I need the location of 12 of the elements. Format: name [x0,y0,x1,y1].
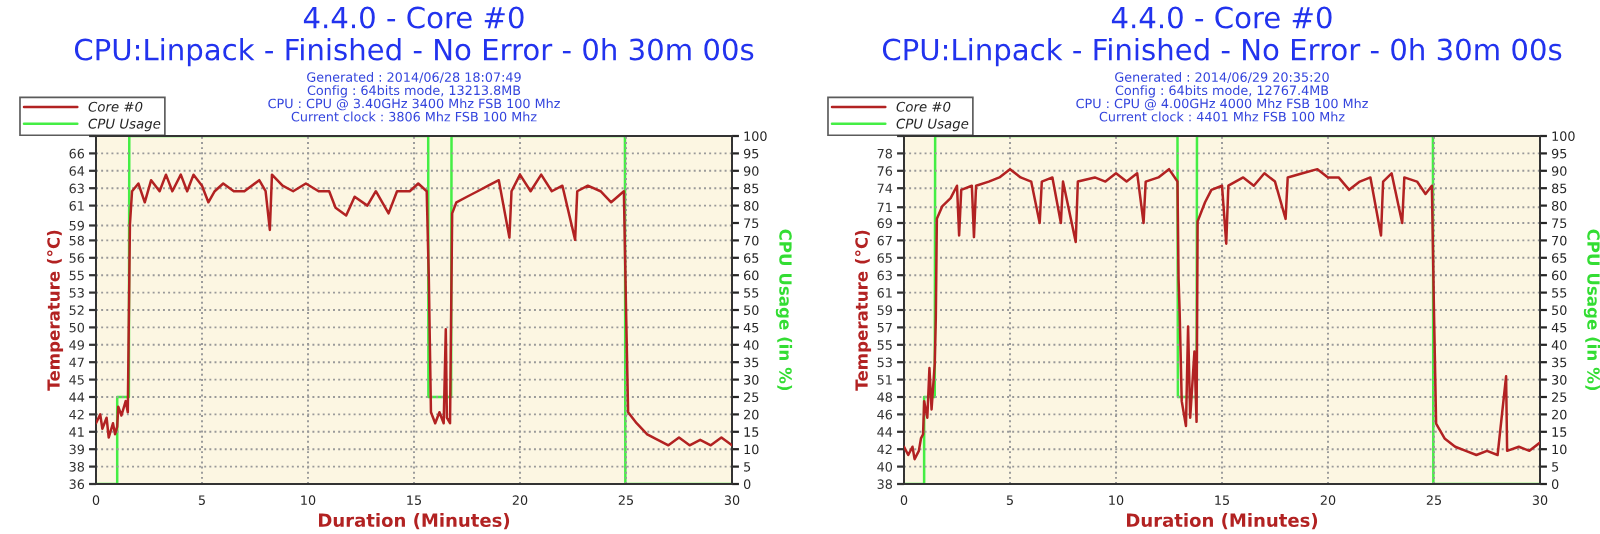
chart-subtitle: CPU:Linpack - Finished - No Error - 0h 30m 00s [882,38,1562,67]
line-series [904,167,1540,461]
y-axis-title: Temperature (°C) [46,230,64,391]
chart-subtitle: CPU:Linpack - Finished - No Error - 0h 30m 00s [74,38,754,67]
y2-axis-title: CPU Usage (in %) [775,229,793,390]
line-series [96,173,732,447]
y2-axis-title: CPU Usage (in %) [1583,229,1600,390]
chart-title: 4.4.0 - Core #0 [303,6,524,29]
x-axis-title: Duration (Minutes) [1127,513,1318,530]
y-axis-title: Temperature (°C) [854,230,872,391]
x-axis-title: Duration (Minutes) [319,513,510,530]
chart-title: 4.4.0 - Core #0 [1111,6,1332,29]
